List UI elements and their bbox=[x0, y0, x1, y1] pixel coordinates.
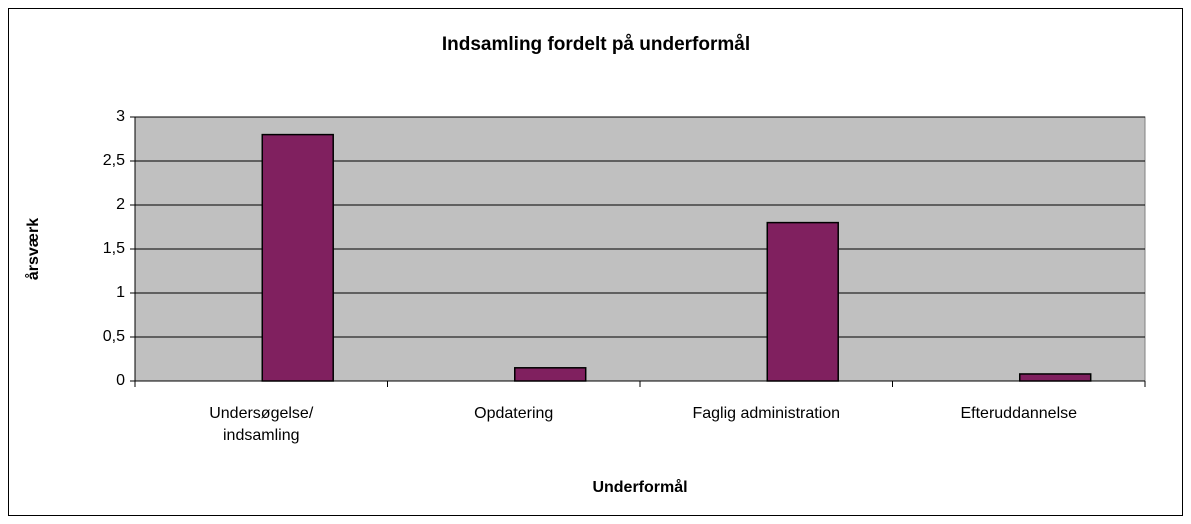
chart-title: Indsamling fordelt på underformål bbox=[442, 34, 750, 55]
bar bbox=[1019, 373, 1092, 382]
y-tick-label: 2 bbox=[116, 196, 125, 213]
x-tick-label: Opdatering bbox=[474, 405, 553, 422]
y-axis-title: årsværk bbox=[24, 218, 42, 280]
bar bbox=[261, 133, 334, 382]
x-tick-label: Efteruddannelse bbox=[960, 405, 1077, 422]
y-tick-label: 3 bbox=[116, 108, 125, 125]
x-tick-label: Faglig administration bbox=[692, 405, 840, 422]
bar bbox=[514, 367, 587, 382]
bar bbox=[766, 221, 839, 382]
y-tick-label: 1,5 bbox=[103, 240, 125, 257]
x-tick-label: Undersøgelse/indsamling bbox=[209, 405, 314, 444]
y-tick-label: 0,5 bbox=[103, 328, 125, 345]
y-tick-label: 2,5 bbox=[103, 152, 125, 169]
y-tick-label: 1 bbox=[116, 284, 125, 301]
x-axis-title: Underformål bbox=[592, 478, 687, 496]
y-tick-label: 0 bbox=[116, 372, 125, 389]
